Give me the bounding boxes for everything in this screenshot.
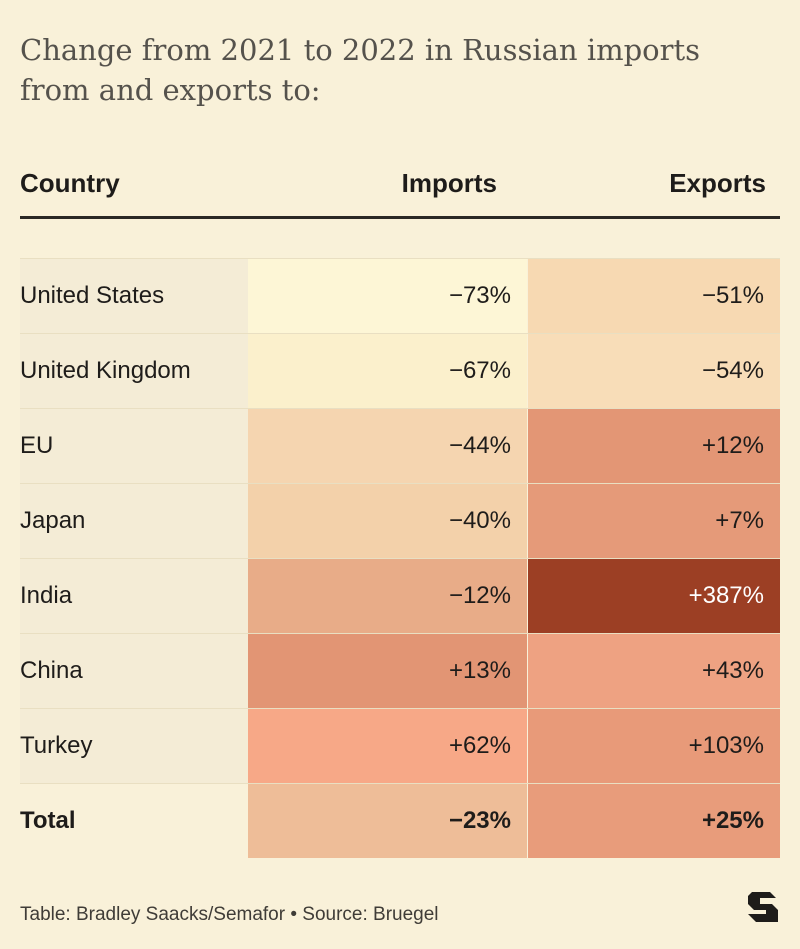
- exports-value: +7%: [715, 507, 764, 534]
- country-cell: Turkey: [20, 709, 248, 783]
- table-row: United Kingdom −67% −54%: [20, 333, 780, 408]
- table-row: Turkey +62% +103%: [20, 708, 780, 783]
- exports-value: −51%: [701, 282, 764, 309]
- imports-cell: −67%: [248, 334, 527, 408]
- imports-value: +62%: [448, 732, 511, 759]
- imports-cell: +13%: [248, 634, 527, 708]
- country-label: United States: [20, 282, 165, 309]
- column-header-exports: Exports: [669, 168, 766, 198]
- chart-title: Change from 2021 to 2022 in Russian impo…: [20, 33, 701, 107]
- imports-value: −73%: [448, 282, 511, 309]
- country-label: EU: [20, 432, 54, 459]
- country-label: Total: [20, 807, 76, 834]
- exports-value: +12%: [701, 432, 764, 459]
- exports-value: −54%: [701, 357, 764, 384]
- data-table: United States −73% −51% United Kingdom −67% −…: [20, 258, 780, 858]
- semafor-logo-icon: [748, 892, 778, 922]
- country-cell: India: [20, 559, 248, 633]
- source-footer: Table: Bradley Saacks/Semafor • Source: …: [20, 904, 439, 925]
- exports-cell: −51%: [528, 259, 780, 333]
- imports-cell: −23%: [248, 784, 527, 858]
- table-row: United States −73% −51%: [20, 258, 780, 333]
- column-header-country: Country: [20, 168, 120, 198]
- country-cell: United Kingdom: [20, 334, 248, 408]
- exports-value: +25%: [701, 807, 764, 834]
- country-cell: United States: [20, 259, 248, 333]
- imports-value: −44%: [448, 432, 511, 459]
- exports-cell: −54%: [528, 334, 780, 408]
- country-cell: Japan: [20, 484, 248, 558]
- imports-value: +13%: [448, 657, 511, 684]
- exports-cell: +43%: [528, 634, 780, 708]
- column-header-imports: Imports: [401, 168, 497, 198]
- exports-value: +43%: [701, 657, 764, 684]
- exports-cell: +7%: [528, 484, 780, 558]
- imports-value: −40%: [448, 507, 511, 534]
- imports-value: −67%: [448, 357, 511, 384]
- country-cell: China: [20, 634, 248, 708]
- country-cell: Total: [20, 784, 248, 858]
- exports-value: +387%: [688, 582, 764, 609]
- country-label: China: [20, 657, 83, 684]
- imports-cell: +62%: [248, 709, 527, 783]
- table-row: China +13% +43%: [20, 633, 780, 708]
- imports-value: −12%: [448, 582, 511, 609]
- imports-cell: −12%: [248, 559, 527, 633]
- table-total-row: Total −23% +25%: [20, 783, 780, 858]
- imports-cell: −73%: [248, 259, 527, 333]
- table-row: EU −44% +12%: [20, 408, 780, 483]
- table-header: Country Imports Exports: [20, 162, 780, 219]
- exports-cell: +25%: [528, 784, 780, 858]
- imports-cell: −44%: [248, 409, 527, 483]
- country-label: Japan: [20, 507, 86, 534]
- country-label: Turkey: [20, 732, 93, 759]
- exports-cell: +12%: [528, 409, 780, 483]
- exports-cell: +103%: [528, 709, 780, 783]
- imports-cell: −40%: [248, 484, 527, 558]
- table-row: India −12% +387%: [20, 558, 780, 633]
- country-cell: EU: [20, 409, 248, 483]
- country-label: United Kingdom: [20, 357, 191, 384]
- imports-value: −23%: [448, 807, 511, 834]
- country-label: India: [20, 582, 73, 609]
- table-row: Japan −40% +7%: [20, 483, 780, 558]
- exports-cell: +387%: [528, 559, 780, 633]
- exports-value: +103%: [688, 732, 764, 759]
